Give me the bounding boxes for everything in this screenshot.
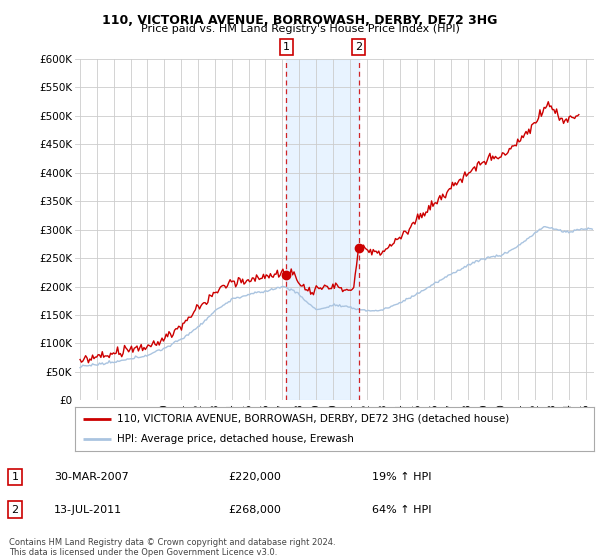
Text: £220,000: £220,000 — [228, 472, 281, 482]
Text: HPI: Average price, detached house, Erewash: HPI: Average price, detached house, Erew… — [116, 434, 353, 444]
Text: 1: 1 — [11, 472, 19, 482]
Text: Contains HM Land Registry data © Crown copyright and database right 2024.
This d: Contains HM Land Registry data © Crown c… — [9, 538, 335, 557]
Text: 64% ↑ HPI: 64% ↑ HPI — [372, 505, 431, 515]
Bar — [286, 59, 359, 400]
Text: 30-MAR-2007: 30-MAR-2007 — [54, 472, 129, 482]
Text: Price paid vs. HM Land Registry's House Price Index (HPI): Price paid vs. HM Land Registry's House … — [140, 24, 460, 34]
Text: 110, VICTORIA AVENUE, BORROWASH, DERBY, DE72 3HG (detached house): 110, VICTORIA AVENUE, BORROWASH, DERBY, … — [116, 414, 509, 424]
Text: 2: 2 — [11, 505, 19, 515]
Text: 110, VICTORIA AVENUE, BORROWASH, DERBY, DE72 3HG: 110, VICTORIA AVENUE, BORROWASH, DERBY, … — [103, 14, 497, 27]
Text: 13-JUL-2011: 13-JUL-2011 — [54, 505, 122, 515]
Text: £268,000: £268,000 — [228, 505, 281, 515]
Text: 2: 2 — [355, 42, 362, 52]
Text: 1: 1 — [283, 42, 290, 52]
Text: 19% ↑ HPI: 19% ↑ HPI — [372, 472, 431, 482]
